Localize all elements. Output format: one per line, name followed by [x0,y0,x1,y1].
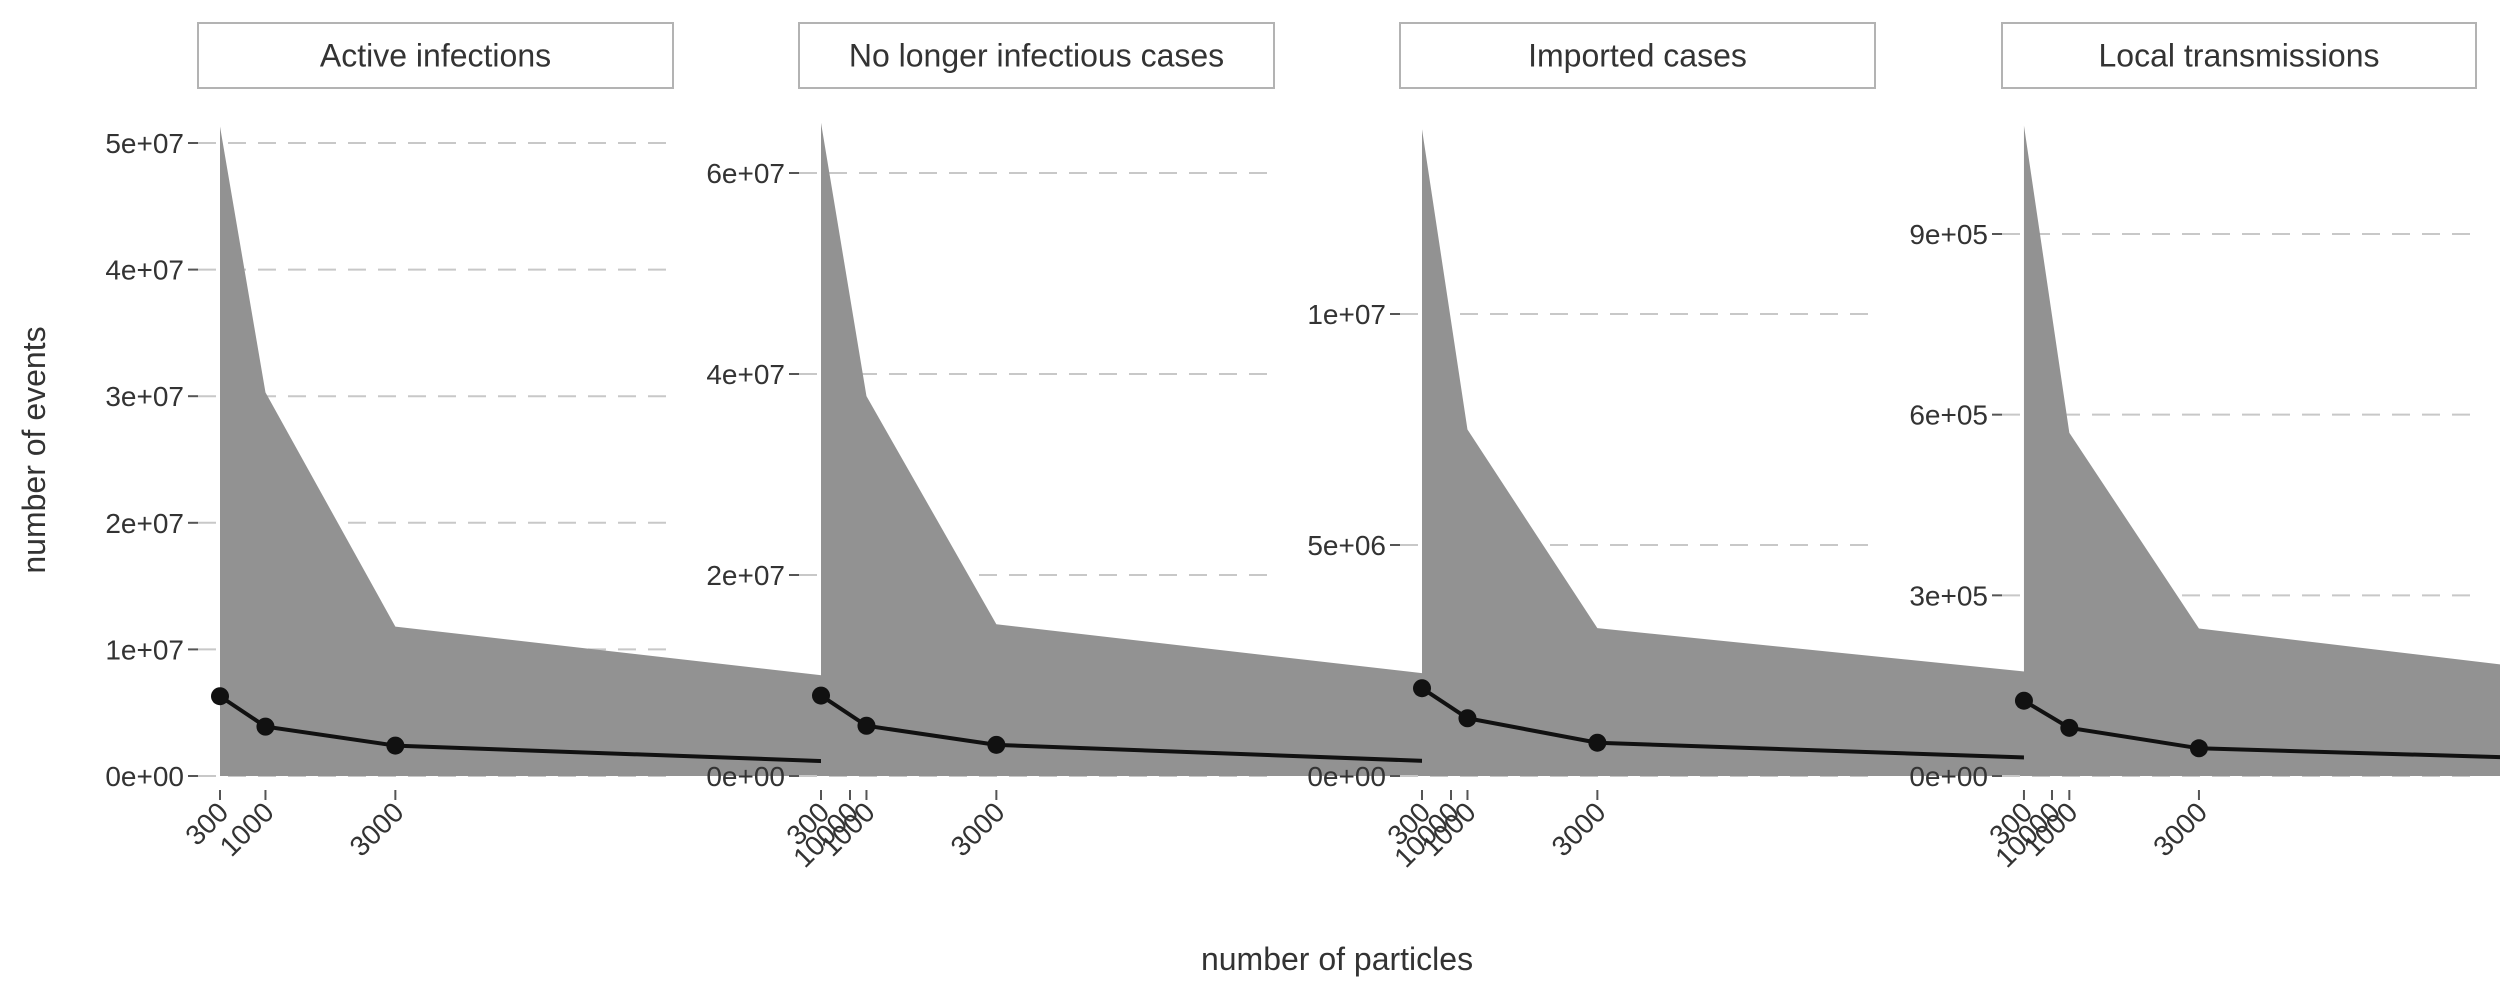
uncertainty-band [821,122,1451,776]
y-tick-label: 5e+06 [1307,530,1386,561]
y-tick-label: 1e+07 [1307,299,1386,330]
median-point [1413,679,1431,698]
facet-title: Imported cases [1528,38,1747,74]
x-tick-label: 3000 [344,796,410,862]
median-point [987,735,1006,754]
y-tick-label: 3e+07 [105,381,184,412]
y-tick-label: 1e+07 [105,634,184,665]
y-tick-label: 4e+07 [105,255,184,286]
y-tick-label: 6e+05 [1909,400,1988,431]
y-tick-label: 0e+00 [1909,761,1988,792]
median-point [211,687,229,706]
uncertainty-band [220,126,850,777]
facet-panel: No longer infectious cases 0e+00 2e+07 4e+0… [706,22,1465,873]
y-tick-label: 4e+07 [706,359,785,390]
median-point [2014,691,2033,710]
y-tick-label: 2e+07 [105,508,184,539]
median-line [1420,686,2053,761]
median-point [2189,739,2208,758]
median-point [256,717,275,736]
facet-strip [1399,22,1876,89]
x-axis-title: number of particles [1201,941,1473,977]
y-tick-label: 9e+05 [1909,219,1988,250]
median-line [819,693,1452,764]
median-point [1588,733,1607,752]
facet-strip [197,22,674,89]
y-tick-label: 0e+00 [105,761,184,792]
facet-title: No longer infectious cases [849,38,1224,74]
median-line [218,694,851,765]
facet-title: Active infections [320,38,551,74]
y-axis-title: number of events [16,326,52,573]
facet-strip [2001,22,2477,89]
x-tick-label: 3000 [2147,796,2213,862]
y-tick-label: 0e+00 [1307,761,1386,792]
x-tick-label: 1000 [214,796,280,862]
chart-panels: Active infections 0e+00 1e+07 2e+07 3e+07 4e+… [105,22,2500,873]
y-tick-label: 0e+00 [706,761,785,792]
median-point [857,716,876,735]
median-point [1458,709,1477,728]
facet-strip [798,22,1275,89]
uncertainty-band [2023,125,2500,776]
median-line [2022,699,2500,760]
y-tick-label: 6e+07 [706,158,785,189]
median-point [2060,718,2079,737]
facet-panel: Active infections 0e+00 1e+07 2e+07 3e+07 4e+… [105,22,864,873]
facet-panel: Local transmissions 0e+00 3e+05 6e+05 9e+05 3… [1909,22,2500,862]
median-point [386,736,405,755]
y-tick-label: 3e+05 [1909,580,1988,611]
x-tick-label: 3000 [945,796,1011,862]
x-tick-label: 3000 [1546,796,1612,862]
median-point [812,686,830,705]
facet-title: Local transmissions [2099,38,2380,74]
y-tick-label: 2e+07 [706,560,785,591]
y-tick-label: 5e+07 [105,128,184,159]
uncertainty-band [1422,129,2052,776]
